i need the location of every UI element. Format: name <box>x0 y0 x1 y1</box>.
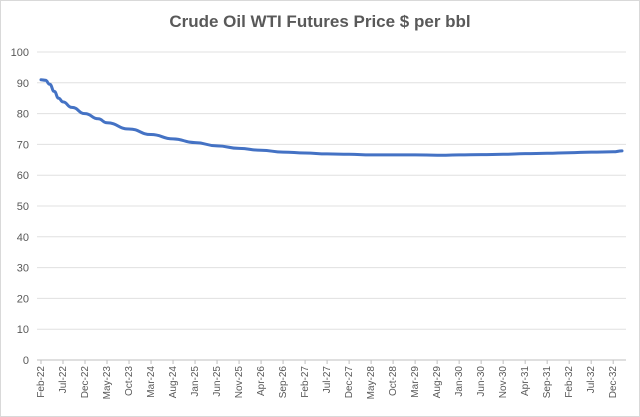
x-tick-label: Sep-26 <box>278 366 289 399</box>
x-tick-label: Jan-30 <box>454 366 465 397</box>
data-point <box>392 154 394 156</box>
x-tick-label: Feb-32 <box>564 366 575 398</box>
data-point <box>326 153 328 155</box>
data-point <box>97 118 99 120</box>
data-point <box>194 142 196 144</box>
x-tick-label: Nov-30 <box>498 366 509 399</box>
data-point <box>458 154 460 156</box>
data-point <box>62 101 64 103</box>
data-point <box>546 152 548 154</box>
x-tick-label: Dec-22 <box>80 366 91 399</box>
data-point <box>84 113 86 115</box>
x-tick-label: Dec-32 <box>608 366 619 399</box>
y-tick-label: 20 <box>17 293 29 305</box>
data-point <box>58 97 60 99</box>
x-tick-label: Oct-23 <box>124 366 135 396</box>
x-tick-label: Apr-31 <box>520 366 531 396</box>
data-point <box>71 106 73 108</box>
data-point <box>348 153 350 155</box>
data-point <box>502 153 504 155</box>
data-point <box>49 83 51 85</box>
y-tick-label: 40 <box>17 232 29 244</box>
y-tick-label: 50 <box>17 201 29 213</box>
x-tick-label: Jun-25 <box>212 366 223 397</box>
x-tick-label: Apr-26 <box>256 366 267 396</box>
data-point <box>216 145 218 147</box>
x-tick-label: Jul-22 <box>58 366 69 394</box>
data-point <box>44 79 46 81</box>
data-point <box>621 150 623 152</box>
x-tick-label: Sep-31 <box>542 366 553 399</box>
data-point <box>172 138 174 140</box>
data-point <box>128 128 130 130</box>
data-point <box>436 154 438 156</box>
data-point <box>150 134 152 136</box>
x-tick-label: Aug-29 <box>432 366 443 399</box>
data-point <box>238 147 240 149</box>
x-tick-label: Feb-22 <box>36 366 47 398</box>
data-point <box>53 90 55 92</box>
x-tick-label: Aug-24 <box>168 366 179 399</box>
data-point <box>370 154 372 156</box>
data-point <box>612 151 614 153</box>
x-tick-label: Jan-25 <box>190 366 201 397</box>
x-tick-label: Nov-25 <box>234 366 245 399</box>
x-tick-label: Jul-27 <box>322 366 333 394</box>
y-tick-label: 60 <box>17 170 29 182</box>
data-point <box>524 153 526 155</box>
series-line-0 <box>39 78 624 157</box>
data-point <box>445 154 447 156</box>
data-point <box>590 151 592 153</box>
y-tick-label: 70 <box>17 139 29 151</box>
data-point <box>40 79 42 81</box>
x-tick-label: Jul-32 <box>586 366 597 394</box>
x-tick-label: Jun-30 <box>476 366 487 397</box>
y-tick-label: 80 <box>17 109 29 121</box>
x-tick-label: Dec-27 <box>344 366 355 399</box>
data-point <box>414 154 416 156</box>
chart-title: Crude Oil WTI Futures Price $ per bbl <box>169 12 471 31</box>
y-tick-label: 10 <box>17 324 29 336</box>
x-tick-label: Mar-29 <box>410 366 421 398</box>
data-point <box>260 149 262 151</box>
y-tick-label: 30 <box>17 263 29 275</box>
y-tick-label: 90 <box>17 78 29 90</box>
y-tick-label: 100 <box>11 47 29 59</box>
data-point <box>568 152 570 154</box>
x-tick-label: Mar-24 <box>146 366 157 398</box>
x-tick-label: May-28 <box>366 366 377 400</box>
x-tick-label: Oct-28 <box>388 366 399 396</box>
x-tick-label: Feb-27 <box>300 366 311 398</box>
data-point <box>480 154 482 156</box>
data-point <box>282 151 284 153</box>
data-point <box>106 122 108 124</box>
x-tick-label: May-23 <box>102 366 113 400</box>
data-point <box>304 152 306 154</box>
y-tick-label: 0 <box>23 355 29 367</box>
